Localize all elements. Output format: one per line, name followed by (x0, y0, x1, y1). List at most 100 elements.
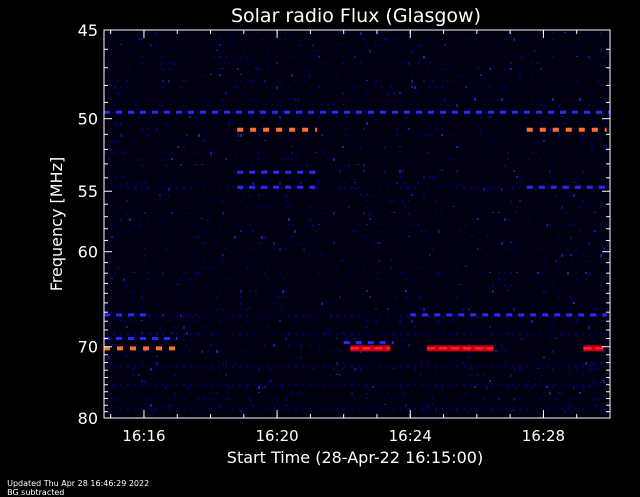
noise-pixel (555, 80, 557, 81)
noise-pixel (543, 374, 545, 376)
noise-pixel (117, 98, 119, 101)
noise-pixel (495, 224, 497, 226)
noise-pixel (381, 86, 383, 88)
noise-pixel (282, 410, 284, 411)
noise-pixel (222, 50, 224, 53)
noise-pixel (522, 338, 524, 339)
noise-pixel (507, 290, 509, 291)
noise-pixel (189, 50, 191, 51)
noise-pixel (594, 278, 596, 279)
noise-pixel (519, 398, 521, 400)
noise-pixel (111, 386, 113, 389)
noise-pixel (579, 98, 581, 101)
noise-pixel (582, 134, 584, 137)
noise-pixel (171, 176, 173, 177)
noise-pixel (507, 152, 509, 153)
noise-pixel (246, 308, 248, 311)
noise-pixel (441, 68, 443, 70)
noise-pixel (600, 224, 602, 225)
noise-pixel (303, 392, 305, 393)
noise-pixel (441, 116, 443, 118)
noise-pixel (213, 332, 215, 335)
noise-pixel (345, 374, 347, 376)
noise-pixel (279, 272, 281, 275)
noise-pixel (300, 248, 302, 249)
noise-pixel (402, 206, 404, 207)
noise-pixel (585, 116, 587, 118)
noise-pixel (516, 314, 518, 315)
noise-pixel (327, 332, 329, 334)
noise-pixel (165, 404, 167, 407)
noise-pixel (405, 350, 407, 351)
noise-pixel (597, 302, 599, 304)
noise-pixel (144, 260, 146, 263)
noise-pixel (408, 308, 410, 311)
noise-pixel (534, 50, 536, 52)
noise-pixel (588, 260, 590, 262)
noise-pixel (240, 308, 242, 309)
noise-pixel (195, 116, 197, 119)
noise-pixel (261, 386, 263, 389)
noise-pixel (519, 92, 521, 93)
noise-pixel (591, 140, 593, 141)
noise-pixel (561, 332, 563, 334)
noise-pixel (111, 152, 113, 153)
noise-pixel (222, 308, 224, 311)
noise-pixel (165, 122, 167, 125)
noise-pixel (168, 44, 170, 46)
noise-pixel (402, 158, 404, 159)
noise-pixel (210, 344, 212, 347)
noise-pixel (330, 314, 332, 317)
noise-pixel (159, 182, 161, 184)
noise-pixel (483, 188, 485, 191)
noise-pixel (207, 350, 209, 353)
noise-pixel (474, 38, 476, 39)
noise-pixel (372, 386, 374, 388)
noise-pixel (492, 200, 494, 202)
noise-pixel (327, 134, 329, 137)
noise-pixel (531, 374, 533, 375)
noise-pixel (516, 176, 518, 178)
noise-pixel (162, 68, 164, 71)
noise-pixel (516, 386, 518, 389)
noise-pixel (561, 338, 563, 339)
noise-pixel (579, 230, 581, 232)
noise-pixel (138, 284, 140, 287)
noise-pixel (375, 86, 377, 88)
noise-pixel (219, 68, 221, 69)
noise-pixel (141, 332, 143, 334)
noise-pixel (204, 116, 206, 117)
noise-pixel (342, 50, 344, 51)
noise-pixel (423, 104, 425, 105)
noise-pixel (420, 296, 422, 299)
noise-pixel (441, 218, 443, 219)
noise-pixel (270, 104, 272, 105)
noise-pixel (387, 344, 389, 346)
noise-pixel (414, 308, 416, 310)
noise-pixel (474, 92, 476, 95)
noise-pixel (585, 200, 587, 201)
noise-pixel (603, 356, 605, 357)
noise-pixel (252, 80, 254, 82)
noise-pixel (450, 248, 452, 250)
noise-pixel (318, 32, 320, 33)
noise-pixel (471, 326, 473, 327)
noise-pixel (384, 56, 386, 57)
noise-pixel (210, 398, 212, 399)
noise-pixel (156, 356, 158, 357)
noise-pixel (105, 386, 107, 387)
noise-pixel (339, 350, 341, 353)
noise-pixel (201, 38, 203, 39)
noise-pixel (606, 374, 608, 377)
noise-pixel (279, 296, 281, 299)
noise-pixel (606, 50, 608, 51)
noise-pixel (168, 398, 170, 399)
noise-pixel (402, 188, 404, 189)
noise-pixel (144, 380, 146, 383)
noise-pixel (513, 368, 515, 371)
noise-pixel (459, 284, 461, 285)
noise-pixel (261, 242, 263, 243)
noise-pixel (177, 164, 179, 167)
noise-pixel (366, 320, 368, 323)
noise-pixel (114, 176, 116, 178)
